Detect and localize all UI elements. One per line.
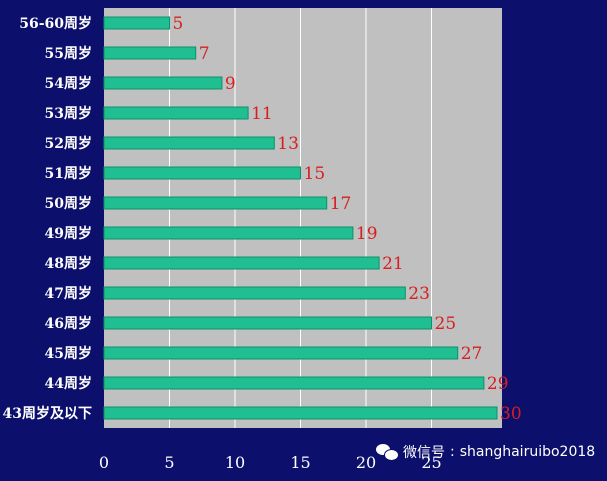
x-tick-label-1: 5 [164,453,174,472]
bars [103,16,498,420]
category-label-5: 51周岁 [45,165,92,182]
bar-1 [103,46,197,60]
value-label-5: 15 [304,164,326,184]
value-label-2: 9 [225,74,236,94]
plot-area [104,8,502,428]
category-label-4: 52周岁 [45,135,92,152]
x-tick-label-4: 20 [356,453,376,472]
category-label-1: 55周岁 [45,45,92,62]
value-label-3: 11 [251,104,273,124]
bar-11 [103,346,459,360]
wechat-icon [376,444,399,461]
category-label-10: 46周岁 [45,315,92,332]
category-label-9: 47周岁 [45,285,92,302]
x-tick-label-2: 10 [225,453,245,472]
bar-13 [103,406,498,420]
bar-2 [103,76,223,90]
category-label-11: 45周岁 [45,345,92,362]
value-label-4: 13 [277,134,299,154]
category-label-7: 49周岁 [45,225,92,242]
bar-6 [103,196,328,210]
category-label-8: 48周岁 [45,255,92,272]
watermark: 微信号: shanghairuibo2018 [376,442,595,462]
value-label-13: 30 [500,404,522,424]
category-label-13: 43周岁及以下 [3,405,92,422]
bar-4 [103,136,275,150]
category-label-6: 50周岁 [45,195,92,212]
category-label-0: 56-60周岁 [19,15,92,32]
bar-9 [103,286,406,300]
category-label-3: 53周岁 [45,105,92,122]
value-label-12: 29 [487,374,509,394]
bar-8 [103,256,380,270]
value-label-0: 5 [173,14,184,34]
value-label-1: 7 [199,44,210,64]
value-label-8: 21 [382,254,404,274]
x-tick-label-5: 25 [421,453,441,472]
category-label-2: 54周岁 [45,75,92,92]
watermark-account: shanghairuibo2018 [459,444,596,460]
category-labels: 56-60周岁 55周岁 54周岁 53周岁 52周岁 51周岁 50周岁 49周岁 48周岁 4… [3,15,92,422]
x-axis-ticks: 0 5 10 15 20 25 [99,453,442,472]
bar-12 [103,376,485,390]
watermark-separator: : [450,444,455,460]
x-tick-label-3: 15 [290,453,310,472]
value-label-11: 27 [461,344,483,364]
watermark-label: 微信号 [403,445,445,461]
value-label-10: 25 [435,314,457,334]
bar-10 [103,316,432,330]
bar-7 [103,226,354,240]
value-label-6: 17 [330,194,352,214]
category-label-12: 44周岁 [45,375,92,392]
value-label-7: 19 [356,224,378,244]
value-label-9: 23 [408,284,430,304]
bar-0 [103,16,170,30]
x-tick-label-0: 0 [99,453,109,472]
bar-5 [103,166,301,180]
bar-3 [103,106,249,120]
